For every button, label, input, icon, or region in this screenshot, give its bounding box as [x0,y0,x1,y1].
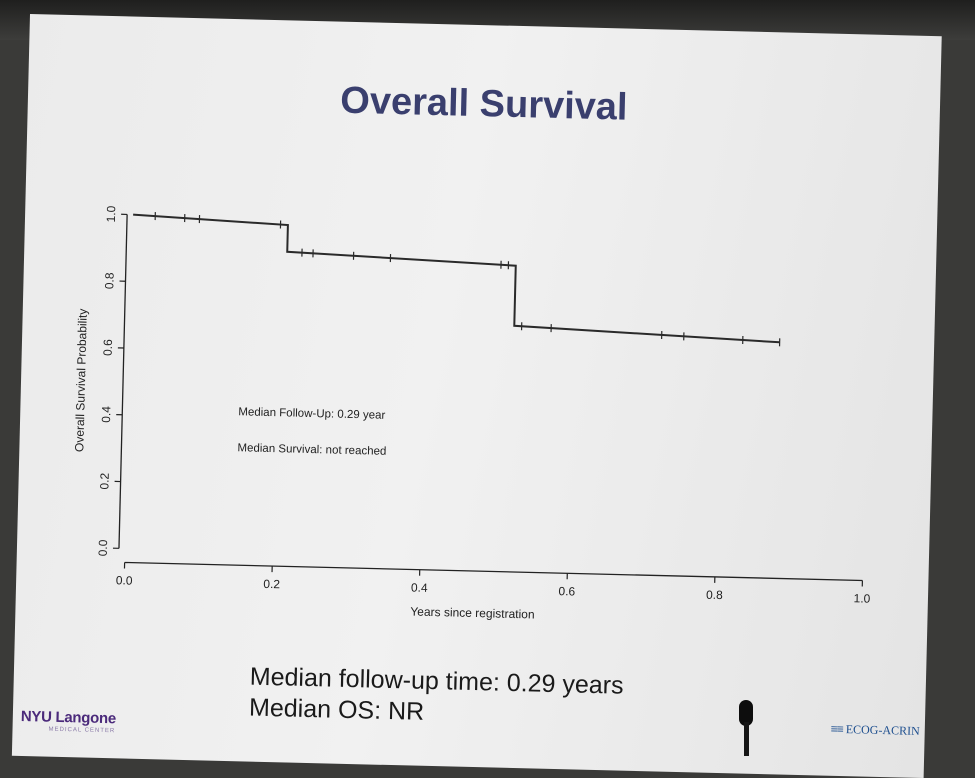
x-axis-line [125,562,863,580]
ecog-logo-name: ECOG-ACRIN [846,722,920,738]
nyu-logo-name: NYU Langone [21,708,116,727]
slide-title: Overall Survival [28,72,941,137]
ecog-bars-icon: ≡≡ [831,722,843,736]
x-tick-label-1: 0.2 [263,577,280,591]
km-chart: 0.0 0.2 0.4 0.6 0.8 1.0 0.0 0.2 0.4 0.6 0.8 1.0 Yea… [54,185,895,675]
x-tick-label-4: 0.8 [706,588,723,602]
y-tick-label-5: 1.0 [104,205,118,222]
ecog-acrin-logo: ≡≡ ECOG-ACRIN [831,722,920,739]
y-tick-label-4: 0.8 [102,272,116,289]
survival-curve [130,215,782,343]
annotation-median-follow-up: Median Follow-Up: 0.29 year [238,406,385,422]
censor-marks [152,212,782,346]
y-axis-label: Overall Survival Probability [72,309,89,453]
survival-curve-line [130,215,782,343]
microphone-icon [736,700,756,756]
y-tick-label-0: 0.0 [96,539,110,556]
y-tick-label-1: 0.2 [97,472,111,489]
nyu-langone-logo: NYU Langone MEDICAL CENTER [20,708,116,734]
y-axis-line [119,214,127,548]
chart-axes [119,214,871,580]
summary-block: Median follow-up time: 0.29 years Median… [249,662,624,733]
chart-ticks: 0.0 0.2 0.4 0.6 0.8 1.0 0.0 0.2 0.4 0.6 0.8 1.0 [95,205,880,606]
y-tick-label-3: 0.6 [101,339,115,356]
nyu-logo-sub: MEDICAL CENTER [48,727,115,735]
x-axis-label: Years since registration [410,604,535,621]
x-tick-label-3: 0.6 [558,584,575,598]
x-tick-label-5: 1.0 [853,591,870,605]
x-tick-label-0: 0.0 [116,573,133,587]
annotation-median-survival: Median Survival: not reached [237,442,386,458]
y-tick-label-2: 0.4 [99,406,113,423]
x-tick-label-2: 0.4 [411,580,428,594]
